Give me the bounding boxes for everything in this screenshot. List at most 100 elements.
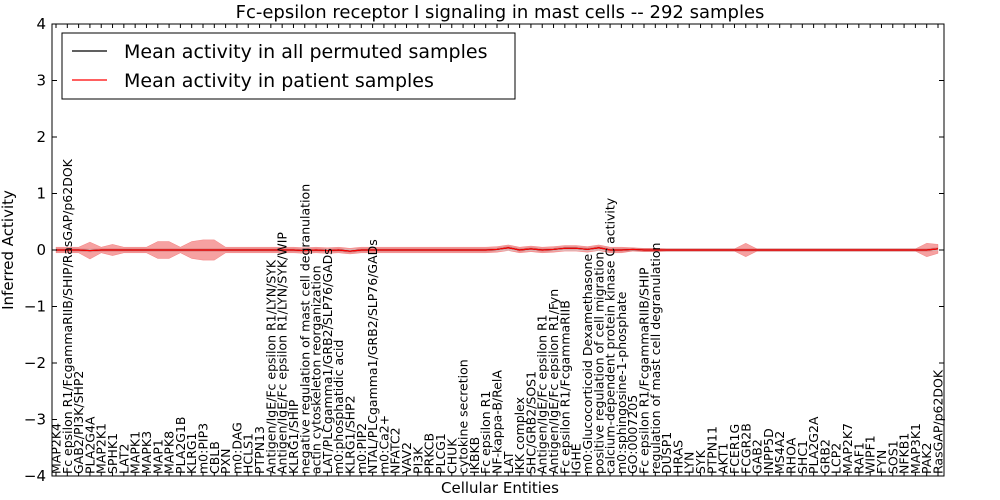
legend: Mean activity in all permuted samples Me… bbox=[61, 32, 516, 100]
category-label: KLRG1 bbox=[184, 433, 199, 475]
category-label: NF-kappa-B/RelA bbox=[490, 370, 505, 474]
category-label: KLRG1/SHIP bbox=[286, 399, 301, 474]
category-label: Antigen/IgE/Fc epsilon R1 bbox=[535, 314, 550, 474]
category-label: positive regulation of cell migration bbox=[591, 252, 606, 474]
category-label: Antigen/IgE/Fc epsilon R1/LYN/SYK bbox=[263, 259, 278, 474]
category-label: MAP2K1 bbox=[94, 423, 109, 474]
category-label: m0:DAG bbox=[229, 422, 244, 474]
category-label: PAK2 bbox=[919, 443, 934, 474]
line-layer bbox=[56, 247, 939, 252]
series-line-patient bbox=[56, 247, 939, 252]
category-label: PLA2G2A bbox=[806, 416, 821, 474]
category-label: PLCG1 bbox=[433, 433, 448, 474]
category-label: SOS1 bbox=[885, 440, 900, 474]
category-label: Antigen/IgE/Fc epsilon R1/Fyn bbox=[546, 289, 561, 474]
category-label: PI3K bbox=[410, 446, 425, 474]
category-label: Fc epsilon R1/FcgammaRIIB/SHIP/RasGAP/p6… bbox=[60, 158, 75, 474]
category-label: IKK complex bbox=[512, 397, 527, 474]
category-label: INPP5D bbox=[761, 428, 776, 474]
category-label: GO:0007205 bbox=[625, 395, 640, 474]
category-label: MS4A2 bbox=[772, 431, 787, 474]
y-tick-layer: −4 −3 −2 −1 0 1 2 3 4 bbox=[24, 15, 944, 485]
category-label: MAPK3 bbox=[139, 431, 154, 474]
category-label: PXN bbox=[218, 449, 233, 474]
category-label: Fc epsilon R1/FcgammaRIIB bbox=[557, 300, 572, 474]
category-label: MAP3K1 bbox=[908, 423, 923, 474]
category-label: AKT1 bbox=[716, 443, 731, 474]
y-tick-label: −3 bbox=[24, 411, 46, 429]
category-label: DUSP1 bbox=[659, 432, 674, 474]
category-label: HRAS bbox=[670, 440, 685, 474]
category-label: LYN bbox=[682, 452, 697, 474]
legend-label-patient: Mean activity in patient samples bbox=[124, 70, 434, 92]
category-label: MAPK8 bbox=[162, 431, 177, 474]
y-tick-label: −1 bbox=[24, 298, 46, 316]
category-label: CBLB bbox=[207, 441, 222, 474]
category-label: VAV2 bbox=[399, 442, 414, 474]
category-label: m0:PIP3 bbox=[196, 423, 211, 474]
category-label: SPHK1 bbox=[105, 433, 120, 474]
category-label: HCLS1 bbox=[241, 433, 256, 474]
category-label: m0:PIP2 bbox=[354, 423, 369, 474]
y-tick-label: 2 bbox=[36, 128, 46, 146]
legend-box bbox=[61, 32, 516, 100]
category-label: m0:sphingosine-1-phosphate bbox=[614, 291, 629, 474]
category-label: NTAL/PLCgamma1/GRB2/SLP76/GADs bbox=[365, 239, 380, 474]
category-label: MAP1 bbox=[150, 439, 165, 474]
category-label: PLA2G1B bbox=[173, 416, 188, 474]
category-label: GAB2 bbox=[750, 439, 765, 474]
category-label: FCER1G bbox=[727, 424, 742, 474]
category-label: negative regulation of mast cell degranu… bbox=[297, 184, 312, 474]
category-label: actin cytoskeleton reorganization bbox=[309, 265, 324, 474]
category-label: FCGR2B bbox=[738, 423, 753, 474]
category-label: Antigen/IgE/Fc epsilon R1/LYN/SYK/WIP bbox=[275, 232, 290, 474]
plot-area-frame bbox=[51, 23, 945, 477]
y-tick-label: −4 bbox=[24, 467, 46, 485]
category-label: SYK bbox=[693, 449, 708, 474]
category-label: FYN bbox=[874, 450, 889, 474]
category-label: GAB2/PI3K/SHP2 bbox=[71, 371, 86, 474]
category-label: cytokine secretion bbox=[456, 359, 471, 474]
category-label: PTPN13 bbox=[252, 426, 267, 474]
category-label: m0:Glucocorticoid Dexamethasone bbox=[580, 254, 595, 474]
x-axis-label: Cellular Entities bbox=[441, 479, 559, 497]
category-label: m0:Ca2+ bbox=[376, 415, 391, 474]
category-label: LAT/PLCgamma1/GRB2/SLP76/GADs bbox=[320, 248, 335, 474]
y-tick-label: −2 bbox=[24, 354, 46, 372]
category-label: WIPF1 bbox=[863, 435, 878, 474]
category-label: Fc epsilon R1/FcgammaRIIB/SHIP bbox=[637, 267, 652, 474]
category-label: LAT bbox=[501, 451, 516, 474]
category-label: calcium-dependent protein kinase C activ… bbox=[603, 197, 618, 474]
chart-title: Fc-epsilon receptor I signaling in mast … bbox=[236, 2, 765, 23]
category-label: RHOA bbox=[784, 437, 799, 474]
category-label: LCP2 bbox=[829, 443, 844, 474]
y-tick-label: 3 bbox=[36, 72, 46, 90]
category-label: IKBKB bbox=[467, 437, 482, 474]
category-label: MAP2K7 bbox=[840, 423, 855, 474]
category-label: m0:phosphatidic acid bbox=[331, 340, 346, 474]
category-label: PTPN11 bbox=[704, 426, 719, 474]
category-label: Fc epsilon R1 bbox=[478, 391, 493, 474]
category-label: RAF1 bbox=[851, 442, 866, 474]
category-label: NFKB1 bbox=[897, 433, 912, 474]
category-label: SHC/GRB2/SOS1 bbox=[523, 371, 538, 474]
category-label: IGHE bbox=[569, 443, 584, 474]
category-label: SHC1 bbox=[795, 440, 810, 474]
category-label: PLA2G4A bbox=[82, 416, 97, 474]
category-label: GRB2 bbox=[817, 439, 832, 474]
category-label: LAT2 bbox=[116, 444, 131, 474]
y-axis-label: Inferred Activity bbox=[0, 190, 17, 310]
category-label: PRKCB bbox=[422, 433, 437, 474]
y-tick-label: 1 bbox=[36, 185, 46, 203]
y-tick-label: 4 bbox=[36, 15, 46, 33]
y-tick-label: 0 bbox=[36, 241, 46, 259]
legend-label-permuted: Mean activity in all permuted samples bbox=[124, 41, 487, 63]
category-label: RasGAP/p62DOK bbox=[931, 369, 946, 474]
category-label: MAPK1 bbox=[128, 431, 143, 474]
category-label: NFATC2 bbox=[388, 427, 403, 474]
category-label: KLRG1/SHP2 bbox=[343, 395, 358, 474]
category-label: regulation of mast cell degranulation bbox=[648, 243, 663, 474]
category-label: CHUK bbox=[444, 438, 459, 474]
